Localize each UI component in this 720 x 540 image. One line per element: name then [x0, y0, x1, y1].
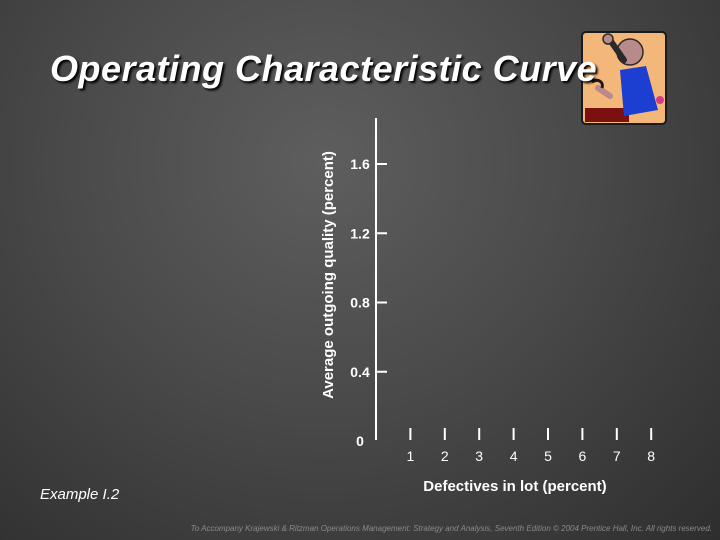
mechanic-with-wrench-icon	[581, 31, 667, 125]
y-tick-label: 0	[356, 433, 364, 449]
x-tick-group: 1 2 3 4 5 6 7 8	[407, 428, 655, 464]
x-tick-label: 4	[510, 448, 518, 464]
y-tick-label: 1.6	[350, 156, 370, 172]
x-tick-label: 2	[441, 448, 449, 464]
y-tick-group: 0 0.4 0.8 1.2 1.6	[350, 156, 387, 449]
x-tick-label: 6	[579, 448, 587, 464]
x-tick-label: 7	[613, 448, 621, 464]
y-tick-label: 0.4	[350, 364, 370, 380]
example-label: Example I.2	[40, 486, 120, 503]
y-tick-label: 0.8	[350, 295, 370, 311]
y-axis-label: Average outgoing quality (percent)	[320, 151, 337, 399]
x-tick-label: 1	[407, 448, 415, 464]
x-tick-label: 5	[544, 448, 552, 464]
x-tick-label: 3	[475, 448, 483, 464]
y-tick-label: 1.2	[350, 225, 370, 241]
x-axis-label: Defectives in lot (percent)	[423, 478, 606, 495]
slide-title: Operating Characteristic Curve	[50, 48, 598, 89]
x-tick-label: 8	[647, 448, 655, 464]
footer-copyright: To Accompany Krajewski & Ritzman Operati…	[190, 524, 712, 533]
